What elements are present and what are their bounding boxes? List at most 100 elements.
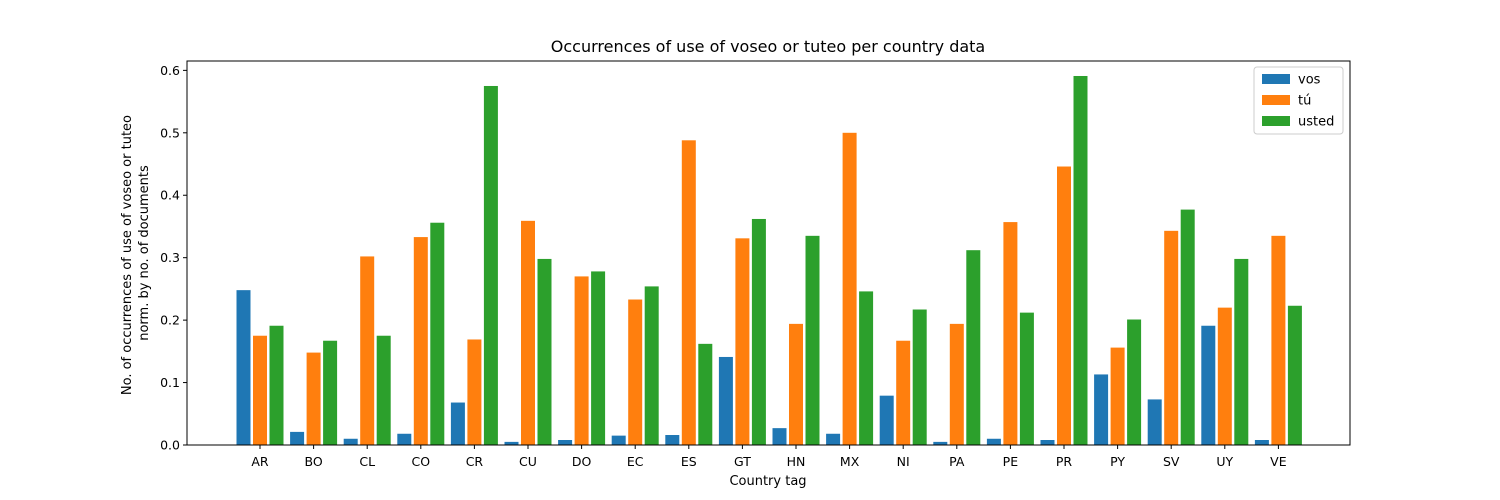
x-tick-label-HN: HN xyxy=(787,454,806,469)
x-tick-label-GT: GT xyxy=(734,454,751,469)
legend-label-vos: vos xyxy=(1298,73,1321,88)
bar-vos-EC xyxy=(611,435,626,445)
bar-vos-NI xyxy=(879,395,894,445)
bar-tú-CL xyxy=(360,256,375,445)
y-axis-label-line-1: No. of occurrences of use of voseo or tu… xyxy=(120,115,135,395)
x-axis-ticks: AR BO CL CO CR CU DO EC ES GT HN MX NI PA PE PR PY SV UY VE xyxy=(251,445,1287,469)
bar-vos-PA xyxy=(933,441,948,445)
bar-usted-DO xyxy=(591,271,606,445)
bar-tú-CO xyxy=(413,237,428,445)
bar-usted-CO xyxy=(430,222,445,445)
x-tick-label-CR: CR xyxy=(466,454,484,469)
y-tick-label: 0.0 xyxy=(160,438,180,453)
bar-tú-VE xyxy=(1271,235,1286,445)
bar-usted-AR xyxy=(269,325,284,445)
bar-vos-CR xyxy=(450,402,465,445)
legend-label-tú: tú xyxy=(1298,94,1311,109)
bar-vos-CL xyxy=(343,438,358,445)
x-tick-label-PA: PA xyxy=(949,454,965,469)
bar-usted-EC xyxy=(644,286,659,445)
bar-tú-MX xyxy=(842,132,857,446)
x-tick-label-NI: NI xyxy=(897,454,910,469)
legend-swatch-tú xyxy=(1262,95,1290,105)
y-tick-label: 0.1 xyxy=(160,375,180,390)
bar-vos-AR xyxy=(236,290,251,445)
bar-usted-PR xyxy=(1073,75,1088,446)
bar-vos-ES xyxy=(665,435,680,445)
legend-swatch-usted xyxy=(1262,116,1290,126)
bar-tú-UY xyxy=(1217,307,1232,445)
bar-tú-PY xyxy=(1110,347,1125,445)
y-tick-label: 0.4 xyxy=(160,188,180,203)
bar-usted-NI xyxy=(912,309,927,445)
bar-tú-HN xyxy=(789,323,803,445)
x-tick-label-EC: EC xyxy=(627,454,644,469)
legend: vos tú usted xyxy=(1253,66,1344,135)
bar-vos-MX xyxy=(826,433,841,445)
chart-title: Occurrences of use of voseo or tuteo per… xyxy=(551,37,985,56)
bar-tú-AR xyxy=(253,335,267,445)
x-tick-label-ES: ES xyxy=(681,454,697,469)
x-axis-label: Country tag xyxy=(729,474,806,489)
bar-usted-HN xyxy=(805,235,820,445)
bar-vos-SV xyxy=(1147,399,1162,445)
bar-usted-GT xyxy=(751,218,766,445)
bar-usted-UY xyxy=(1234,258,1249,445)
bar-tú-ES xyxy=(681,140,696,446)
bar-tú-DO xyxy=(574,276,589,445)
bar-usted-PY xyxy=(1127,319,1142,445)
bar-vos-VE xyxy=(1254,440,1269,445)
legend-label-usted: usted xyxy=(1298,115,1334,130)
bar-usted-PE xyxy=(1019,312,1034,445)
bar-tú-CR xyxy=(467,339,482,445)
x-tick-label-DO: DO xyxy=(572,454,592,469)
x-tick-label-AR: AR xyxy=(251,454,269,469)
x-tick-label-CU: CU xyxy=(519,454,537,469)
y-axis-label: No. of occurrences of use of voseo or tu… xyxy=(120,111,152,395)
y-axis-ticks: 0.0 0.1 0.2 0.3 0.4 0.5 0.6 xyxy=(160,63,187,453)
x-tick-label-SV: SV xyxy=(1163,454,1180,469)
bar-vos-PY xyxy=(1094,374,1109,445)
y-axis-label-line-2: norm. by no. of documents xyxy=(137,165,152,341)
bar-vos-DO xyxy=(558,440,573,445)
legend-swatch-vos xyxy=(1262,74,1290,84)
x-tick-label-BO: BO xyxy=(304,454,322,469)
x-tick-label-CL: CL xyxy=(359,454,375,469)
x-tick-label-PE: PE xyxy=(1003,454,1019,469)
bar-vos-CU xyxy=(504,441,519,445)
bar-tú-SV xyxy=(1164,230,1179,445)
bar-usted-MX xyxy=(859,291,874,445)
x-tick-label-VE: VE xyxy=(1270,454,1287,469)
bar-usted-BO xyxy=(323,340,338,445)
bar-vos-BO xyxy=(290,431,305,445)
x-tick-label-PR: PR xyxy=(1056,454,1073,469)
x-tick-label-PY: PY xyxy=(1110,454,1125,469)
bar-usted-CL xyxy=(376,335,391,445)
plot-frame xyxy=(186,60,1351,446)
y-tick-label: 0.2 xyxy=(160,313,180,328)
x-tick-label-MX: MX xyxy=(840,454,860,469)
bar-tú-GT xyxy=(735,238,750,445)
bar-tú-NI xyxy=(896,340,911,445)
bar-vos-PE xyxy=(986,438,1001,445)
bar-vos-HN xyxy=(772,428,787,445)
bar-tú-CU xyxy=(521,220,535,445)
bar-tú-PA xyxy=(949,323,964,445)
bar-tú-EC xyxy=(628,299,643,445)
bars-group xyxy=(236,75,1302,446)
y-tick-label: 0.3 xyxy=(160,250,180,265)
bar-tú-PR xyxy=(1057,166,1071,445)
x-tick-label-CO: CO xyxy=(412,454,431,469)
bar-usted-PA xyxy=(966,250,981,445)
bar-tú-PE xyxy=(1003,222,1018,445)
y-tick-label: 0.5 xyxy=(160,125,180,140)
bar-vos-GT xyxy=(718,356,733,445)
bar-usted-CU xyxy=(537,258,552,445)
bar-usted-VE xyxy=(1287,305,1302,445)
bar-tú-BO xyxy=(306,352,321,445)
x-tick-label-UY: UY xyxy=(1216,454,1233,469)
bar-vos-PR xyxy=(1040,440,1055,445)
bar-usted-CR xyxy=(483,85,498,445)
bar-vos-CO xyxy=(397,433,412,445)
